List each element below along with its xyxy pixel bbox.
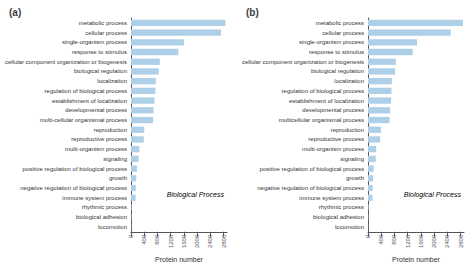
svg-text:800: 800	[391, 234, 397, 245]
svg-text:rhythmic process: rhythmic process	[319, 204, 364, 210]
svg-text:1600: 1600	[418, 234, 424, 248]
svg-text:0: 0	[365, 234, 371, 238]
svg-text:negative regulation of biologi: negative regulation of biological proces…	[257, 185, 364, 191]
svg-text:regulation of biological proce: regulation of biological process	[282, 88, 364, 94]
svg-text:single-organism process: single-organism process	[62, 39, 127, 45]
svg-text:800: 800	[154, 234, 160, 245]
svg-text:(b): (b)	[246, 7, 259, 18]
svg-text:biological adhesion: biological adhesion	[76, 214, 127, 220]
svg-text:response to stimulus: response to stimulus	[72, 49, 127, 55]
svg-text:multicellular organismal proce: multicellular organismal process	[279, 117, 364, 123]
svg-text:reproductive process: reproductive process	[308, 136, 364, 142]
svg-text:signaling: signaling	[340, 156, 364, 162]
svg-text:2400: 2400	[207, 234, 213, 248]
svg-text:single-organism process: single-organism process	[299, 39, 364, 45]
svg-text:400: 400	[378, 234, 384, 245]
svg-text:2400: 2400	[444, 234, 450, 248]
svg-text:1200: 1200	[405, 234, 411, 248]
svg-text:cellular process: cellular process	[85, 30, 127, 36]
svg-text:growth: growth	[346, 175, 364, 181]
svg-text:negative regulation of biologi: negative regulation of biological proces…	[20, 185, 127, 191]
svg-text:cellular process: cellular process	[322, 30, 364, 36]
svg-text:400: 400	[141, 234, 147, 245]
svg-text:0: 0	[128, 234, 134, 238]
svg-text:cellular component organizatio: cellular component organization or bioge…	[242, 59, 364, 65]
svg-text:establishment of localization: establishment of localization	[52, 98, 127, 104]
svg-text:reproduction: reproduction	[331, 127, 364, 133]
svg-text:metabolic process: metabolic process	[79, 20, 127, 26]
svg-text:positive regulation of biologi: positive regulation of biological proces…	[23, 166, 127, 172]
svg-text:Protein number: Protein number	[155, 256, 204, 263]
svg-text:establishment of localization: establishment of localization	[289, 98, 364, 104]
svg-text:response to stimulus: response to stimulus	[309, 49, 364, 55]
svg-text:biological adhesion: biological adhesion	[313, 214, 364, 220]
svg-text:immune system process: immune system process	[62, 195, 127, 201]
svg-text:biological regulation: biological regulation	[311, 68, 364, 74]
svg-text:locomotion: locomotion	[335, 224, 364, 230]
svg-text:2000: 2000	[194, 234, 200, 248]
svg-text:developmental process: developmental process	[302, 107, 364, 113]
svg-text:signaling: signaling	[103, 156, 127, 162]
svg-text:immune system process: immune system process	[299, 195, 364, 201]
svg-text:regulation of biological proce: regulation of biological process	[45, 88, 127, 94]
svg-text:localization: localization	[97, 78, 127, 84]
svg-text:(a): (a)	[9, 7, 21, 18]
svg-text:1200: 1200	[168, 234, 174, 248]
svg-text:metabolic process: metabolic process	[316, 20, 364, 26]
svg-text:Biological Process: Biological Process	[404, 191, 462, 199]
svg-text:cellular component organizatio: cellular component organization or bioge…	[5, 59, 127, 65]
svg-text:developmental process: developmental process	[65, 107, 127, 113]
svg-text:Biological Process: Biological Process	[167, 191, 225, 199]
svg-text:multi-organism process: multi-organism process	[65, 146, 127, 152]
svg-text:multi-cellular organismal proc: multi-cellular organismal process	[40, 117, 127, 123]
svg-text:2000: 2000	[431, 234, 437, 248]
svg-text:multi-organism process: multi-organism process	[302, 146, 364, 152]
svg-text:2800: 2800	[221, 234, 227, 248]
svg-text:localization: localization	[334, 78, 364, 84]
svg-text:positive regulation of biologi: positive regulation of biological proces…	[260, 166, 364, 172]
svg-text:locomotion: locomotion	[98, 224, 127, 230]
svg-text:rhythmic process: rhythmic process	[82, 204, 127, 210]
svg-text:1600: 1600	[181, 234, 187, 248]
svg-text:biological regulation: biological regulation	[74, 68, 127, 74]
svg-text:2800: 2800	[458, 234, 464, 248]
svg-text:reproductive process: reproductive process	[71, 136, 127, 142]
svg-text:reproduction: reproduction	[94, 127, 127, 133]
svg-text:Protein number: Protein number	[392, 256, 441, 263]
svg-text:growth: growth	[109, 175, 127, 181]
